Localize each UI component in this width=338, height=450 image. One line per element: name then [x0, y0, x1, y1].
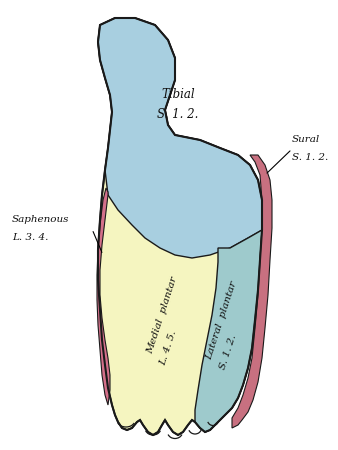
Polygon shape: [232, 155, 272, 428]
Polygon shape: [98, 18, 262, 258]
Text: S. 1. 2.: S. 1. 2.: [157, 108, 199, 122]
Text: Tibial: Tibial: [161, 89, 195, 102]
Text: Medial  plantar: Medial plantar: [145, 275, 179, 355]
Text: S. 1. 2.: S. 1. 2.: [218, 333, 238, 371]
Text: Lateral  plantar: Lateral plantar: [205, 279, 239, 360]
Text: L. 4. 5.: L. 4. 5.: [158, 329, 178, 367]
Polygon shape: [195, 230, 262, 432]
Text: L. 3. 4.: L. 3. 4.: [12, 234, 48, 243]
Polygon shape: [98, 18, 262, 435]
Text: S. 1. 2.: S. 1. 2.: [292, 153, 328, 162]
Text: Saphenous: Saphenous: [12, 216, 70, 225]
Polygon shape: [97, 188, 110, 405]
Text: Sural: Sural: [292, 135, 320, 144]
